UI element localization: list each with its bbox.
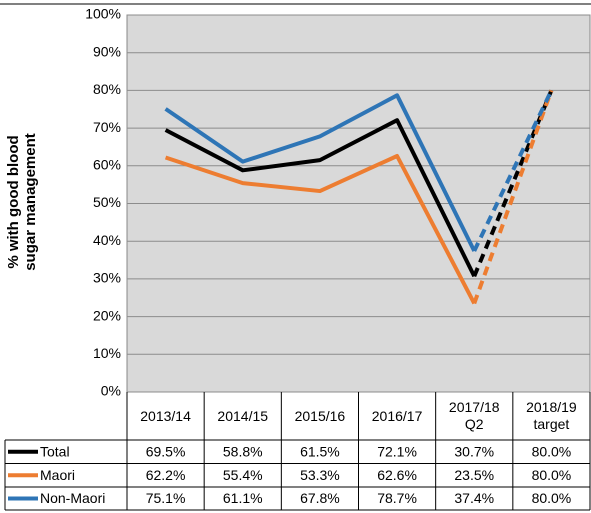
x-tick-cell: 2015/16 [281, 392, 358, 440]
table-value: 72.1% [377, 443, 417, 459]
x-tick-cell: 2018/19 target [513, 392, 590, 440]
series-line [164, 153, 477, 305]
x-tick-label: 2016/17 [371, 407, 423, 424]
y-axis-title-box: % with good blood sugar management [5, 102, 39, 302]
series-line [164, 118, 477, 278]
table-value: 58.8% [223, 443, 263, 459]
y-tick-label: 50% [93, 194, 121, 210]
y-tick-label: 70% [93, 119, 121, 135]
series-line-dashed [472, 89, 554, 305]
table-value: 55.4% [223, 467, 263, 483]
table-value: 62.2% [146, 467, 186, 483]
table-value: 80.0% [532, 443, 572, 459]
x-tick-label: 2015/16 [294, 407, 346, 424]
x-tick-label: 2013/14 [140, 407, 191, 424]
table-value: 67.8% [300, 490, 340, 506]
legend-label: Non-Maori [40, 490, 105, 506]
x-tick-label: 2014/15 [217, 407, 269, 424]
table-value: 78.7% [377, 490, 417, 506]
y-tick-label: 20% [93, 307, 121, 323]
y-tick-label: 60% [93, 157, 121, 173]
table-value: 69.5% [146, 443, 186, 459]
table-value: 37.4% [454, 490, 494, 506]
y-axis-title: % with good blood sugar management [5, 133, 39, 271]
table-value: 61.5% [300, 443, 340, 459]
table-value: 23.5% [454, 467, 494, 483]
table-value: 61.1% [223, 490, 263, 506]
table-value: 80.0% [532, 490, 572, 506]
series-line [164, 93, 477, 252]
x-tick-label: 2018/19 target [526, 399, 577, 432]
x-tick-cell: 2017/18 Q2 [436, 392, 513, 440]
table-value: 53.3% [300, 467, 340, 483]
y-tick-label: 40% [93, 232, 121, 248]
table-value: 75.1% [146, 490, 186, 506]
x-tick-cell: 2013/14 [127, 392, 204, 440]
table-value: 30.7% [454, 443, 494, 459]
y-tick-label: 0% [101, 383, 121, 399]
table-value: 62.6% [377, 467, 417, 483]
x-tick-cell: 2016/17 [359, 392, 436, 440]
y-tick-label: 10% [93, 345, 121, 361]
legend-label: Total [40, 443, 70, 459]
y-tick-label: 80% [93, 81, 121, 97]
x-tick-label: 2017/18 Q2 [448, 399, 500, 432]
y-tick-label: 90% [93, 43, 121, 59]
y-tick-label: 30% [93, 270, 121, 286]
x-tick-cell: 2014/15 [204, 392, 281, 440]
legend-label: Maori [40, 467, 75, 483]
series-line-dashed [472, 89, 554, 278]
table-value: 80.0% [532, 467, 572, 483]
y-tick-label: 100% [85, 6, 121, 22]
